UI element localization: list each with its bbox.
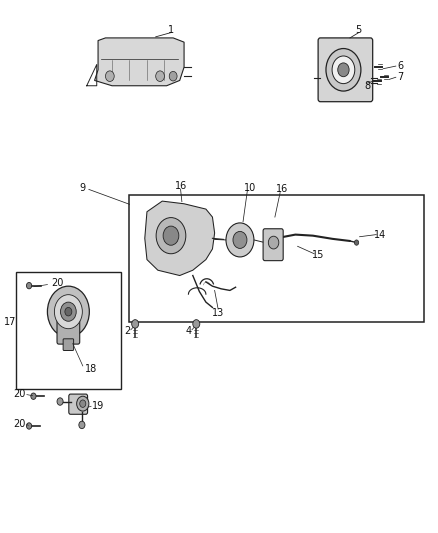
Circle shape	[106, 71, 114, 82]
Text: 5: 5	[356, 25, 362, 35]
Circle shape	[156, 217, 186, 254]
Text: 20: 20	[13, 389, 25, 399]
Text: 20: 20	[13, 419, 25, 429]
Text: 14: 14	[374, 230, 387, 240]
Text: 6: 6	[397, 61, 403, 70]
FancyBboxPatch shape	[69, 394, 88, 414]
Circle shape	[193, 320, 200, 328]
Text: 16: 16	[276, 184, 289, 195]
Circle shape	[31, 393, 36, 399]
Circle shape	[60, 302, 76, 321]
Polygon shape	[145, 201, 215, 276]
Circle shape	[79, 421, 85, 429]
Text: 17: 17	[4, 317, 17, 327]
Text: 10: 10	[244, 183, 257, 193]
Circle shape	[326, 49, 361, 91]
Circle shape	[80, 400, 86, 407]
Text: 7: 7	[397, 72, 403, 82]
Text: 1: 1	[168, 25, 174, 35]
Text: 19: 19	[92, 401, 105, 411]
Circle shape	[268, 236, 279, 249]
Circle shape	[26, 282, 32, 289]
Circle shape	[132, 320, 139, 328]
Circle shape	[155, 71, 164, 82]
Text: 4: 4	[185, 326, 191, 336]
Circle shape	[169, 71, 177, 81]
Text: 2: 2	[124, 326, 131, 336]
Circle shape	[57, 398, 63, 405]
Text: 8: 8	[364, 81, 371, 91]
Circle shape	[338, 63, 349, 77]
Circle shape	[233, 231, 247, 248]
FancyBboxPatch shape	[318, 38, 373, 102]
Circle shape	[354, 240, 359, 245]
Text: 13: 13	[212, 308, 224, 318]
Polygon shape	[95, 38, 184, 86]
Text: 9: 9	[79, 183, 85, 193]
Text: 18: 18	[85, 364, 97, 374]
Circle shape	[54, 295, 82, 329]
FancyBboxPatch shape	[57, 320, 80, 344]
FancyBboxPatch shape	[263, 229, 283, 261]
Text: 15: 15	[312, 250, 325, 260]
Bar	[130, 195, 424, 322]
FancyBboxPatch shape	[63, 339, 74, 351]
Circle shape	[332, 56, 355, 84]
Circle shape	[77, 396, 89, 411]
Circle shape	[226, 223, 254, 257]
Circle shape	[47, 286, 89, 337]
Circle shape	[65, 308, 72, 316]
Circle shape	[163, 226, 179, 245]
Circle shape	[26, 423, 32, 429]
Bar	[16, 272, 121, 389]
Text: 16: 16	[174, 181, 187, 191]
Text: 20: 20	[51, 278, 63, 288]
